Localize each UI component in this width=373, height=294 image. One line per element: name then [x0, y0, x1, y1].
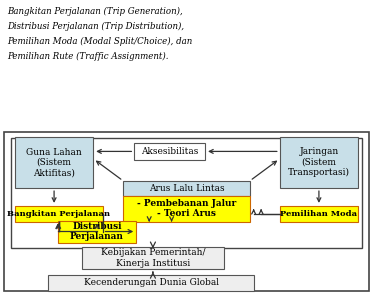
Text: Arus Lalu Lintas: Arus Lalu Lintas: [149, 184, 224, 193]
Bar: [15, 206, 103, 222]
Text: Kecenderungan Dunia Global: Kecenderungan Dunia Global: [84, 278, 219, 288]
Bar: [58, 220, 136, 243]
Text: Bangkitan Perjalanan (Trip Generation),: Bangkitan Perjalanan (Trip Generation),: [7, 7, 183, 16]
Text: Jaringan
(Sistem
Transportasi): Jaringan (Sistem Transportasi): [288, 148, 350, 177]
Bar: [123, 181, 250, 196]
Bar: [4, 132, 369, 291]
Bar: [280, 137, 358, 188]
Text: Pemilihan Rute (Traffic Assignment).: Pemilihan Rute (Traffic Assignment).: [7, 51, 169, 61]
Bar: [15, 137, 93, 188]
Text: Pemilihan Moda: Pemilihan Moda: [280, 210, 357, 218]
Text: Guna Lahan
(Sistem
Aktifitas): Guna Lahan (Sistem Aktifitas): [26, 148, 82, 177]
Text: Distribusi
Perjalanan: Distribusi Perjalanan: [70, 222, 124, 241]
Bar: [48, 275, 254, 291]
Bar: [134, 143, 205, 160]
Bar: [11, 138, 362, 248]
Text: Pemilihan Moda (Modal Split/Choice), dan: Pemilihan Moda (Modal Split/Choice), dan: [7, 37, 193, 46]
Text: Kebijakan Pemerintah/
Kinerja Institusi: Kebijakan Pemerintah/ Kinerja Institusi: [101, 248, 205, 268]
Text: Aksesibilitas: Aksesibilitas: [141, 147, 198, 156]
Bar: [123, 196, 250, 222]
Bar: [82, 247, 224, 269]
Bar: [280, 206, 358, 222]
Text: Distribusi Perjalanan (Trip Distribution),: Distribusi Perjalanan (Trip Distribution…: [7, 22, 185, 31]
Text: - Pembebanan Jalur
- Teori Arus: - Pembebanan Jalur - Teori Arus: [137, 199, 236, 218]
Text: Bangkitan Perjalanan: Bangkitan Perjalanan: [7, 210, 110, 218]
